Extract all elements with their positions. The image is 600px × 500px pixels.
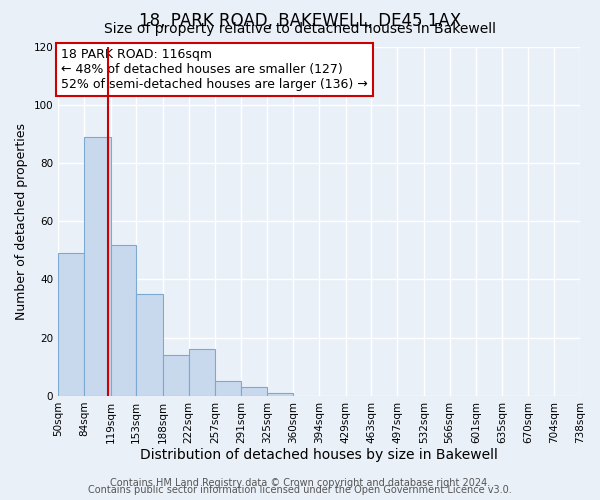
Bar (241, 387, 267, 396)
Bar (163, 355, 188, 396)
Text: 18 PARK ROAD: 116sqm
← 48% of detached houses are smaller (127)
52% of semi-deta: 18 PARK ROAD: 116sqm ← 48% of detached h… (61, 48, 368, 91)
Bar (267, 393, 293, 396)
Bar (188, 350, 215, 396)
Bar (136, 294, 163, 396)
Text: 18, PARK ROAD, BAKEWELL, DE45 1AX: 18, PARK ROAD, BAKEWELL, DE45 1AX (139, 12, 461, 30)
X-axis label: Distribution of detached houses by size in Bakewell: Distribution of detached houses by size … (140, 448, 498, 462)
Bar (58, 254, 84, 396)
Bar (84, 137, 110, 396)
Text: Size of property relative to detached houses in Bakewell: Size of property relative to detached ho… (104, 22, 496, 36)
Y-axis label: Number of detached properties: Number of detached properties (15, 122, 28, 320)
Text: Contains HM Land Registry data © Crown copyright and database right 2024.: Contains HM Land Registry data © Crown c… (110, 478, 490, 488)
Text: Contains public sector information licensed under the Open Government Licence v3: Contains public sector information licen… (88, 485, 512, 495)
Bar (215, 382, 241, 396)
Bar (110, 244, 136, 396)
